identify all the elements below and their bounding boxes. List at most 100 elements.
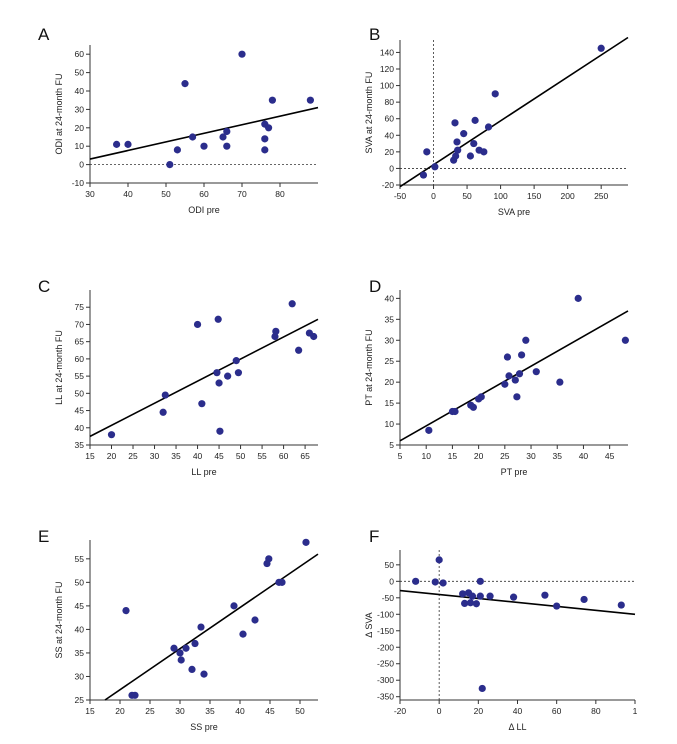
- data-point: [223, 142, 231, 150]
- y-tick-label: 50: [385, 560, 395, 570]
- data-point: [597, 44, 605, 52]
- data-point: [509, 593, 518, 601]
- data-point: [224, 372, 232, 380]
- data-point: [480, 148, 488, 156]
- data-point: [471, 116, 479, 124]
- x-tick-label: 30: [526, 451, 536, 461]
- panel-f: F-20 0 20 40 60 80 1-350-300-250-200-150-100-5…: [364, 527, 638, 732]
- data-point: [173, 146, 181, 154]
- x-tick-label: 1: [633, 706, 638, 716]
- x-tick-label: 25: [500, 451, 510, 461]
- data-point: [439, 579, 447, 587]
- data-point: [435, 556, 443, 564]
- y-tick-label: 30: [385, 335, 395, 345]
- data-point: [239, 630, 247, 638]
- regression-line: [399, 589, 636, 616]
- y-tick-label: -150: [377, 626, 394, 636]
- x-tick-label: 70: [237, 189, 247, 199]
- y-tick-label: 10: [75, 141, 85, 151]
- panel-d: D 5 10 15 20 25 30 35 40 45 5 10 15 20 25 30 35 40 PT pre P…: [364, 277, 629, 477]
- x-tick-label: 45: [214, 451, 224, 461]
- data-point: [453, 138, 461, 146]
- x-tick-label: 50: [236, 451, 246, 461]
- y-tick-label: 40: [75, 624, 85, 634]
- data-point: [466, 599, 475, 607]
- y-tick-label: 30: [75, 104, 85, 114]
- data-point: [617, 601, 625, 609]
- x-tick-label: 55: [257, 451, 267, 461]
- x-tick-label: 35: [205, 706, 215, 716]
- x-tick-label: 50: [462, 191, 472, 201]
- x-tick-label: -50: [394, 191, 407, 201]
- data-point: [431, 163, 439, 171]
- data-point: [431, 578, 439, 586]
- data-point: [261, 135, 269, 143]
- data-point: [181, 80, 189, 88]
- data-point: [501, 380, 509, 388]
- data-point: [580, 595, 588, 604]
- data-point: [310, 332, 318, 341]
- data-point: [556, 378, 564, 386]
- data-point: [412, 577, 420, 585]
- data-point: [124, 140, 132, 148]
- panel-letter: B: [369, 25, 380, 44]
- data-point: [470, 139, 478, 148]
- x-tick-label: 40: [193, 451, 203, 461]
- data-point: [454, 146, 462, 154]
- data-point: [219, 133, 227, 141]
- x-tick-label: 100: [493, 191, 507, 201]
- y-tick-label: 40: [385, 130, 395, 140]
- data-point: [574, 294, 582, 302]
- x-tick-label: 60: [199, 189, 209, 199]
- data-point: [469, 403, 477, 411]
- panel-a: A 30 40 50 60 70 80 -10 0 10 20 30 40 50 60 ODI pre ODI …: [38, 25, 319, 215]
- x-axis-title: SS pre: [190, 722, 218, 732]
- y-tick-label: 100: [380, 81, 394, 91]
- data-point: [177, 656, 185, 664]
- data-point: [176, 649, 184, 657]
- x-tick-label: 40: [235, 706, 245, 716]
- y-axis-title: SVA at 24-month FU: [364, 72, 374, 154]
- x-tick-label: 50: [161, 189, 171, 199]
- x-tick-label: 15: [448, 451, 458, 461]
- data-point: [278, 578, 286, 586]
- y-axis-title: PT at 24-month FU: [364, 329, 374, 405]
- data-point: [238, 50, 246, 58]
- regression-line: [104, 553, 319, 701]
- data-point: [170, 644, 178, 652]
- data-point: [166, 161, 174, 169]
- x-tick-label: 80: [591, 706, 601, 716]
- x-tick-label: 150: [527, 191, 541, 201]
- data-point: [491, 90, 499, 98]
- x-tick-label: 40: [123, 189, 133, 199]
- y-tick-label: 60: [75, 354, 85, 364]
- y-tick-label: 45: [75, 601, 85, 611]
- data-point: [476, 577, 484, 585]
- data-point: [193, 320, 202, 329]
- data-point: [223, 127, 231, 136]
- y-tick-label: 50: [75, 577, 85, 587]
- x-tick-label: 5: [398, 451, 403, 461]
- x-tick-label: -20: [394, 706, 407, 716]
- data-point: [265, 555, 273, 563]
- data-point: [425, 426, 433, 434]
- y-tick-label: 45: [75, 406, 85, 416]
- x-tick-label: 10: [421, 451, 431, 461]
- x-tick-label: 65: [300, 451, 310, 461]
- regression-line: [399, 36, 629, 188]
- x-tick-label: 30: [150, 451, 160, 461]
- y-tick-label: 140: [380, 47, 394, 57]
- y-tick-label: 40: [385, 293, 395, 303]
- data-point: [215, 379, 223, 387]
- y-tick-label: 80: [385, 97, 395, 107]
- data-point: [272, 327, 280, 335]
- y-tick-label: 30: [75, 671, 85, 681]
- y-tick-label: -50: [382, 593, 395, 603]
- data-point: [197, 623, 205, 631]
- x-tick-label: 50: [295, 706, 305, 716]
- y-tick-label: -250: [377, 659, 394, 669]
- x-tick-label: 35: [171, 451, 181, 461]
- x-tick-label: 20: [474, 451, 484, 461]
- x-tick-label: 20: [115, 706, 125, 716]
